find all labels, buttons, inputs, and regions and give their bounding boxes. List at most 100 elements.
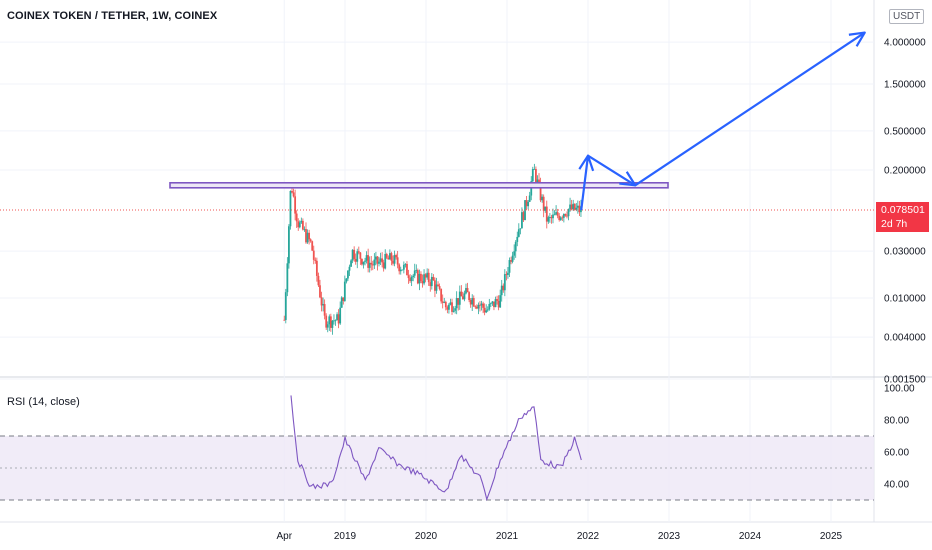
candle-body — [427, 272, 430, 283]
candle-body — [477, 304, 480, 309]
candle-body — [542, 196, 545, 211]
candle-body — [340, 297, 343, 308]
candle-body — [452, 310, 455, 312]
candle-body — [535, 168, 537, 184]
candle-body — [553, 214, 556, 216]
candle-body — [545, 206, 548, 222]
candle-body — [398, 264, 401, 272]
candle-body — [547, 217, 550, 222]
candle-body — [438, 286, 441, 289]
rsi-indicator-label[interactable]: RSI (14, close) — [7, 396, 80, 408]
time-tick-label: Apr — [276, 531, 292, 542]
candle-body — [454, 308, 457, 311]
candle-body — [502, 285, 505, 291]
candle-body — [521, 212, 523, 229]
candle-body — [384, 253, 387, 269]
candle-body — [488, 303, 491, 310]
candle-body — [494, 299, 497, 308]
resistance-rectangle — [169, 181, 669, 189]
price-tick-label: 1.500000 — [884, 80, 926, 91]
candle-body — [472, 298, 475, 307]
candle-body — [460, 291, 463, 297]
candle-body — [533, 168, 536, 170]
candle-body — [396, 257, 399, 265]
candle-body — [362, 261, 365, 265]
candle-body — [465, 288, 467, 294]
candle-body — [531, 169, 534, 182]
candle-body — [562, 214, 565, 218]
currency-unit-label[interactable]: USDT — [889, 9, 925, 24]
candle-body — [468, 292, 471, 301]
candle-body — [294, 196, 297, 214]
candle-body — [541, 196, 544, 201]
candle-body — [528, 195, 531, 202]
chart-title: COINEX TOKEN / TETHER, 1W, COINEX — [7, 10, 218, 22]
candle-body — [336, 314, 338, 321]
candle-body — [319, 285, 321, 298]
price-tick-label: 0.001500 — [884, 375, 926, 386]
candle-body — [480, 303, 483, 306]
candles — [283, 163, 582, 335]
rsi-series-line — [290, 395, 582, 502]
candle-body — [499, 295, 502, 308]
candle-body — [312, 250, 315, 260]
candle-body — [342, 297, 345, 301]
time-tick-label: 2020 — [415, 531, 438, 542]
candle-body — [548, 217, 551, 218]
candle-body — [522, 212, 525, 221]
candle-body — [388, 253, 391, 260]
candle-body — [567, 209, 570, 217]
candle-body — [458, 291, 461, 305]
candle-body — [441, 301, 444, 303]
candle-body — [550, 217, 553, 219]
candle-body — [474, 306, 477, 308]
price-tick-label: 0.004000 — [884, 333, 926, 344]
resistance-zone[interactable] — [169, 181, 669, 189]
rsi-tick-label: 100.00 — [884, 384, 915, 395]
rsi-band — [0, 435, 874, 501]
candle-body — [331, 320, 334, 328]
time-tick-label: 2025 — [820, 531, 843, 542]
candle-body — [440, 288, 443, 302]
candle-body — [559, 217, 562, 220]
candle-body — [423, 274, 425, 284]
candle-body — [430, 276, 433, 287]
candle-body — [437, 284, 439, 287]
projection-arrows[interactable] — [578, 31, 866, 211]
candle-body — [496, 299, 498, 301]
candle-body — [516, 236, 519, 242]
candle-body — [424, 274, 427, 278]
candle-body — [443, 301, 446, 303]
candle-body — [402, 264, 405, 270]
time-tick-label: 2022 — [577, 531, 600, 542]
candle-body — [576, 205, 579, 208]
last-price-value: 0.078501 — [881, 204, 925, 216]
candle-body — [479, 304, 481, 306]
time-tick-label: 2024 — [739, 531, 762, 542]
candle-body — [378, 261, 380, 264]
candle-body — [401, 269, 404, 271]
price-tick-label: 0.030000 — [884, 247, 926, 258]
candle-body — [376, 256, 379, 264]
candle-body — [314, 259, 317, 261]
candle-body — [390, 253, 393, 261]
candle-body — [463, 293, 466, 300]
candle-body — [578, 205, 581, 213]
candle-body — [415, 270, 418, 271]
candle-body — [311, 241, 314, 251]
candle-body — [288, 226, 290, 264]
last-price-tag: 0.078501 2d 7h — [876, 202, 929, 232]
candle-body — [420, 273, 422, 282]
grid-lines — [0, 0, 932, 523]
candle-body — [416, 270, 419, 284]
candle-body — [508, 260, 511, 273]
candle-body — [505, 274, 508, 275]
candle-body — [564, 214, 567, 216]
rsi-tick-label: 80.00 — [884, 416, 909, 427]
candle-body — [570, 204, 573, 210]
time-tick-label: 2023 — [658, 531, 681, 542]
candle-body — [404, 263, 407, 265]
candle-body — [429, 282, 432, 287]
candle-body — [399, 269, 402, 272]
